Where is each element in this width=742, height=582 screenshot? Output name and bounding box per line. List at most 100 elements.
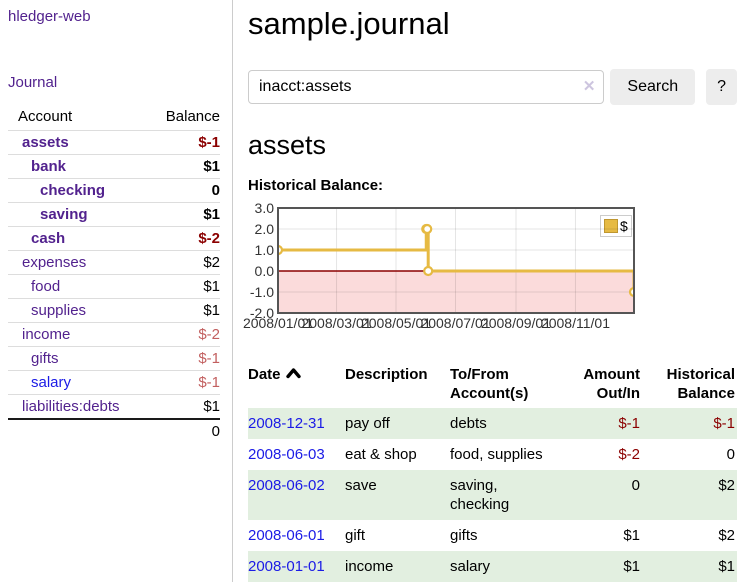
account-heading: assets [248,130,327,160]
txn-date-link[interactable]: 2008-06-03 [248,446,325,463]
x-axis-tick-label: 2008/05/01 [360,315,432,331]
search-input[interactable] [248,70,605,104]
help-button[interactable]: ? [706,69,737,105]
column-header-date-label: Date [248,366,281,383]
y-axis-tick-label: -2.0 [249,305,274,321]
txn-date-link[interactable]: 2008-06-01 [248,527,325,544]
accounts-total-spacer [8,418,151,443]
account-balance: $1 [150,394,220,419]
chart-canvas [277,207,635,314]
legend-swatch [604,219,618,233]
txn-description-cell: save [345,477,377,494]
txn-balance-cell: 0 [726,446,735,463]
clear-search-icon[interactable]: ✕ [582,78,596,95]
accounts-total-value: 0 [150,418,220,443]
column-header-amount[interactable]: Amount Out/In [583,366,640,402]
legend-label: $ [620,218,628,234]
column-header-balance[interactable]: Historical Balance [666,366,735,402]
column-header-accounts[interactable]: To/From Account(s) [450,366,529,402]
account-link[interactable]: checking [40,182,106,199]
account-row: salary $-1 [8,370,220,395]
accounts-header-row: Account Balance [8,104,220,131]
search-button[interactable]: Search [610,69,696,105]
txn-description-cell: pay off [345,415,390,432]
accounts-total-row: 0 [8,418,220,443]
txn-amount-cell: $-2 [618,446,640,463]
account-balance: $1 [150,274,220,299]
main-content: sample.journal ✕ Search ? assets Histori… [233,0,742,582]
accounts-header-account: Account [18,108,73,125]
txn-accounts-cell: saving, checking [450,477,510,513]
account-link[interactable]: food [31,278,61,295]
account-balance: $-2 [150,226,220,251]
account-row: supplies $1 [8,298,220,323]
txn-accounts-cell: debts [450,415,487,432]
column-header-date[interactable]: Date [248,363,345,408]
txn-date-cell: 2008-06-01 [248,520,345,551]
account-row: gifts $-1 [8,346,220,371]
y-axis-tick-label: -1.0 [249,284,274,300]
accounts-table: Account Balance assets $-1 bank $1 checking 0… [8,104,220,443]
account-link[interactable]: assets [22,134,69,151]
account-balance: $-1 [150,130,220,155]
txn-amount-cell: $1 [623,558,640,575]
txn-amount-cell: $1 [623,527,640,544]
txn-description-cell: gift [345,527,366,544]
txn-accounts-cell: gifts [450,527,478,544]
y-axis-tick-label: 2.0 [254,221,274,237]
account-link[interactable]: expenses [22,254,87,271]
account-link[interactable]: saving [40,206,88,223]
page-title: sample.journal [248,6,450,41]
table-row: 2008-06-01 gift gifts $1 $2 [248,520,737,551]
table-row: 2008-06-03 eat & shop food, supplies $-2 0 [248,439,737,470]
app-title-link[interactable]: hledger-web [8,8,91,25]
account-balance: $1 [150,298,220,323]
account-link[interactable]: supplies [31,302,87,319]
x-axis-tick-label: 2008/01/01 [242,315,314,331]
y-axis-tick-label: 3.0 [254,200,274,216]
account-link[interactable]: salary [31,374,72,391]
y-axis-tick-label: 1.0 [254,242,274,258]
account-link[interactable]: cash [31,230,66,247]
account-row: bank $1 [8,154,220,179]
txn-description-cell: income [345,558,394,575]
x-axis-tick-label: 2008/11/01 [540,315,610,331]
account-balance: $1 [150,202,220,227]
account-link[interactable]: gifts [31,350,59,367]
x-axis-tick-label: 2008/07/01 [420,315,491,331]
account-row: cash $-2 [8,226,220,251]
txn-date-cell: 2008-06-03 [248,439,345,470]
txn-balance-cell: $-1 [713,415,735,432]
txn-accounts-cell: food, supplies [450,446,543,463]
sidebar-item-journal[interactable]: Journal [8,74,58,91]
search-box: ✕ [248,70,605,104]
column-header-description[interactable]: Description [345,366,428,383]
search-form: ✕ Search ? [248,69,737,105]
account-link[interactable]: liabilities:debts [22,398,120,415]
account-link[interactable]: bank [31,158,67,175]
txn-date-link[interactable]: 2008-06-02 [248,477,325,494]
account-balance: $2 [150,250,220,275]
account-row: saving $1 [8,202,220,227]
sidebar: hledger-web Journal Account Balance asse… [0,0,233,582]
txn-date-cell: 2008-12-31 [248,408,345,439]
table-row: 2008-12-31 pay off debts $-1 $-1 [248,408,737,439]
account-row: food $1 [8,274,220,299]
sort-asc-icon [285,368,301,379]
transactions-header-row: Date Description To/From Account(s) Amou… [248,363,737,408]
account-balance: $1 [150,154,220,179]
txn-balance-cell: $1 [718,558,735,575]
txn-date-cell: 2008-01-01 [248,551,345,582]
txn-amount-cell: $-1 [618,415,640,432]
transactions-table: Date Description To/From Account(s) Amou… [248,363,737,582]
account-balance: $-1 [150,370,220,395]
accounts-header-balance: Balance [165,108,220,125]
txn-balance-cell: $2 [718,477,735,494]
account-row: checking 0 [8,178,220,203]
txn-date-link[interactable]: 2008-12-31 [248,415,325,432]
txn-date-link[interactable]: 2008-01-01 [248,558,325,575]
table-row: 2008-06-02 save saving, checking 0 $2 [248,470,737,520]
account-row: expenses $2 [8,250,220,275]
account-link[interactable]: income [22,326,71,343]
y-axis-tick-label: 0.0 [254,263,274,279]
